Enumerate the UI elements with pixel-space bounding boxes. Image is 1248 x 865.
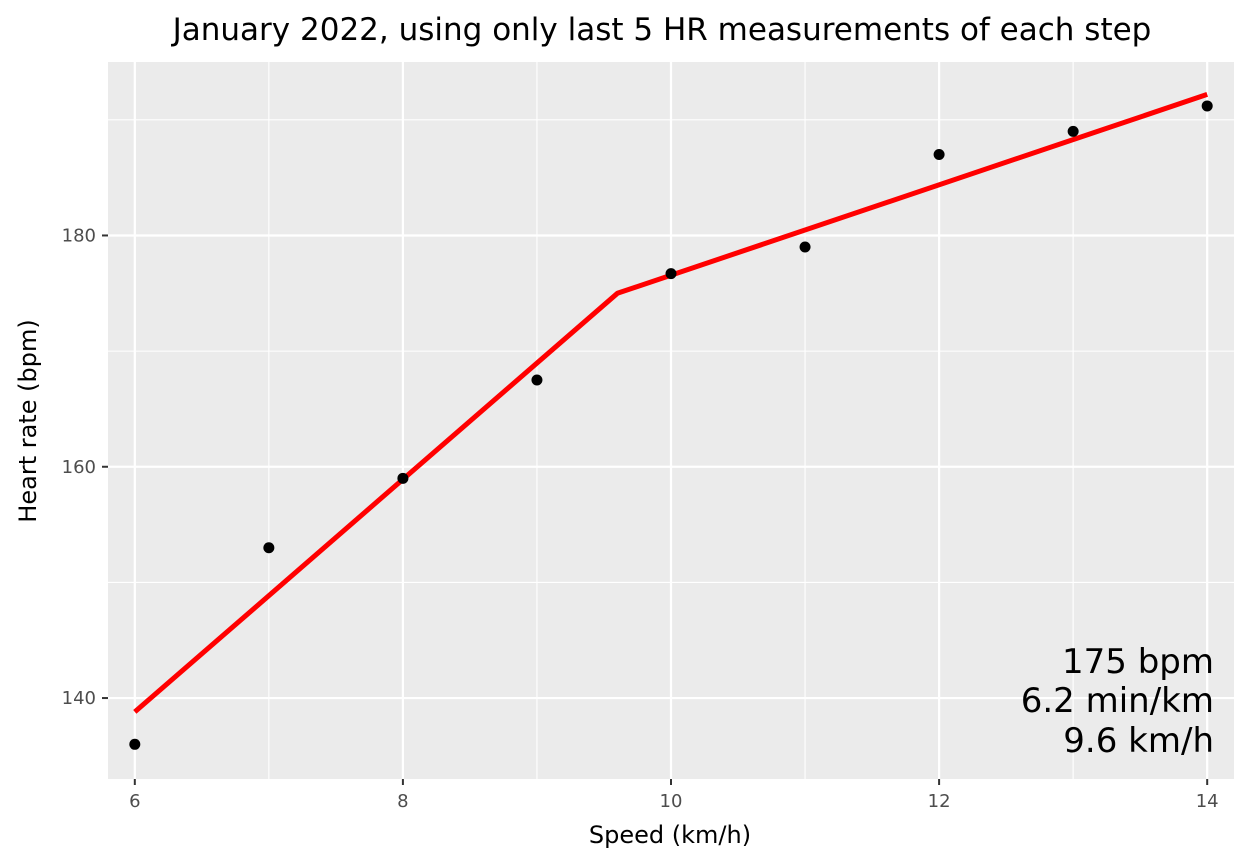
x-axis-title: Speed (km/h) xyxy=(589,821,751,849)
major-grid xyxy=(108,62,1234,779)
y-tick-label: 180 xyxy=(62,225,96,246)
y-axis-title: Heart rate (bpm) xyxy=(14,319,42,522)
data-point xyxy=(129,738,141,750)
data-point xyxy=(1067,125,1079,137)
x-tick-label: 14 xyxy=(1196,791,1219,812)
x-tick-label: 10 xyxy=(660,791,683,812)
data-point xyxy=(263,542,275,554)
axes-layer: 6 8 10 12 14 140 160 180 xyxy=(62,225,1219,812)
points-layer xyxy=(129,100,1213,750)
fit-line xyxy=(133,92,1208,714)
y-tick-label: 140 xyxy=(62,688,96,709)
annotation-speed: 9.6 km/h xyxy=(1063,721,1214,761)
fit-line-layer xyxy=(133,92,1208,714)
y-tick-label: 160 xyxy=(62,457,96,478)
data-point xyxy=(1201,100,1213,112)
annotation-pace: 6.2 min/km xyxy=(1021,681,1214,721)
data-point xyxy=(531,374,543,386)
data-point xyxy=(665,268,677,280)
data-point xyxy=(397,472,409,484)
data-point xyxy=(933,149,945,161)
x-tick-label: 12 xyxy=(928,791,951,812)
data-point xyxy=(799,241,811,253)
fit-annotation: 175 bpm 6.2 min/km 9.6 km/h xyxy=(1021,642,1214,761)
chart-title: January 2022, using only last 5 HR measu… xyxy=(171,12,1152,48)
x-tick-label: 6 xyxy=(129,791,140,812)
x-tick-label: 8 xyxy=(397,791,408,812)
annotation-bpm: 175 bpm xyxy=(1062,642,1214,682)
